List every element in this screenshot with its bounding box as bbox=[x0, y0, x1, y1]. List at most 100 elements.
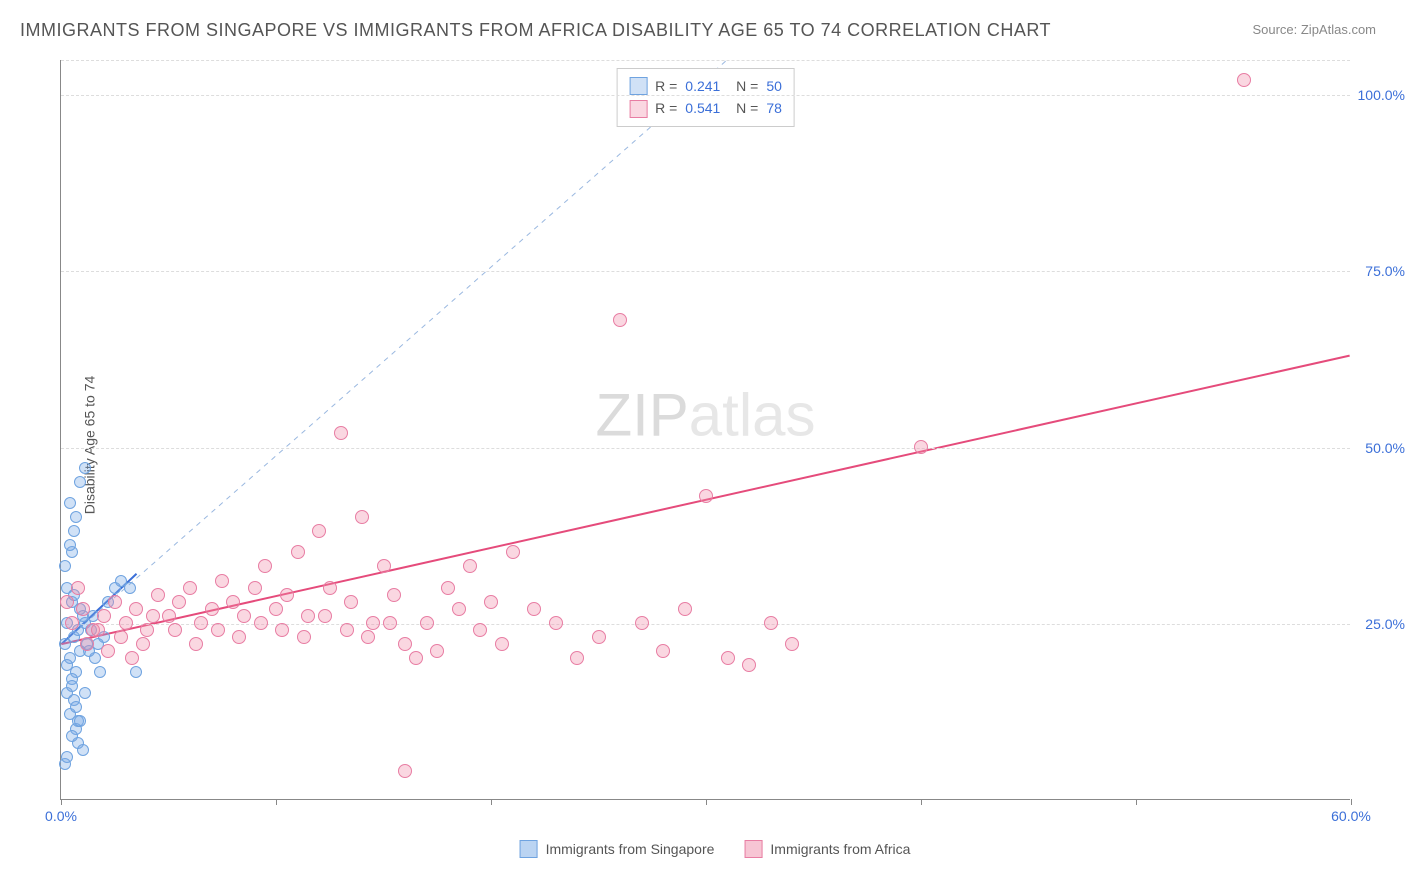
watermark-light: atlas bbox=[689, 381, 816, 448]
data-point bbox=[80, 637, 94, 651]
data-point bbox=[74, 715, 86, 727]
trend-lines-svg bbox=[61, 60, 1350, 799]
data-point bbox=[297, 630, 311, 644]
legend-r-value: 0.541 bbox=[685, 97, 720, 119]
data-point bbox=[74, 476, 86, 488]
chart-title: IMMIGRANTS FROM SINGAPORE VS IMMIGRANTS … bbox=[20, 20, 1051, 41]
x-tick-mark bbox=[276, 799, 277, 805]
data-point bbox=[61, 751, 73, 763]
data-point bbox=[764, 616, 778, 630]
data-point bbox=[168, 623, 182, 637]
data-point bbox=[409, 651, 423, 665]
data-point bbox=[340, 623, 354, 637]
data-point bbox=[151, 588, 165, 602]
data-point bbox=[124, 582, 136, 594]
data-point bbox=[280, 588, 294, 602]
data-point bbox=[398, 764, 412, 778]
data-point bbox=[189, 637, 203, 651]
data-point bbox=[441, 581, 455, 595]
data-point bbox=[254, 616, 268, 630]
series-legend-item: Immigrants from Africa bbox=[744, 840, 910, 858]
data-point bbox=[66, 680, 78, 692]
data-point bbox=[226, 595, 240, 609]
gridline-h bbox=[61, 95, 1350, 96]
data-point bbox=[473, 623, 487, 637]
data-point bbox=[366, 616, 380, 630]
data-point bbox=[211, 623, 225, 637]
x-tick-mark bbox=[706, 799, 707, 805]
data-point bbox=[162, 609, 176, 623]
x-tick-label: 0.0% bbox=[45, 808, 77, 824]
data-point bbox=[140, 623, 154, 637]
data-point bbox=[570, 651, 584, 665]
x-tick-mark bbox=[1136, 799, 1137, 805]
data-point bbox=[146, 609, 160, 623]
legend-n-label: N = bbox=[728, 97, 758, 119]
series-legend: Immigrants from SingaporeImmigrants from… bbox=[520, 840, 911, 858]
data-point bbox=[64, 539, 76, 551]
x-tick-mark bbox=[1351, 799, 1352, 805]
data-point bbox=[1237, 73, 1251, 87]
y-tick-label: 50.0% bbox=[1365, 440, 1405, 456]
data-point bbox=[355, 510, 369, 524]
data-point bbox=[387, 588, 401, 602]
data-point bbox=[484, 595, 498, 609]
data-point bbox=[721, 651, 735, 665]
data-point bbox=[463, 559, 477, 573]
data-point bbox=[377, 559, 391, 573]
data-point bbox=[215, 574, 229, 588]
data-point bbox=[613, 313, 627, 327]
x-tick-mark bbox=[921, 799, 922, 805]
data-point bbox=[678, 602, 692, 616]
data-point bbox=[77, 744, 89, 756]
data-point bbox=[232, 630, 246, 644]
data-point bbox=[549, 616, 563, 630]
data-point bbox=[130, 666, 142, 678]
legend-swatch bbox=[520, 840, 538, 858]
x-tick-label: 60.0% bbox=[1331, 808, 1371, 824]
legend-n-value: 78 bbox=[766, 97, 782, 119]
data-point bbox=[420, 616, 434, 630]
data-point bbox=[136, 637, 150, 651]
data-point bbox=[361, 630, 375, 644]
data-point bbox=[635, 616, 649, 630]
gridline-h bbox=[61, 271, 1350, 272]
data-point bbox=[79, 687, 91, 699]
data-point bbox=[275, 623, 289, 637]
source-label: Source: ZipAtlas.com bbox=[1252, 22, 1376, 37]
legend-swatch bbox=[629, 77, 647, 95]
legend-r-label: R = bbox=[655, 97, 677, 119]
series-legend-label: Immigrants from Africa bbox=[770, 841, 910, 857]
y-tick-label: 75.0% bbox=[1365, 263, 1405, 279]
data-point bbox=[79, 462, 91, 474]
data-point bbox=[656, 644, 670, 658]
data-point bbox=[101, 644, 115, 658]
data-point bbox=[312, 524, 326, 538]
data-point bbox=[699, 489, 713, 503]
legend-n-value: 50 bbox=[766, 75, 782, 97]
data-point bbox=[237, 609, 251, 623]
data-point bbox=[742, 658, 756, 672]
gridline-h bbox=[61, 448, 1350, 449]
legend-n-label: N = bbox=[728, 75, 758, 97]
legend-swatch bbox=[629, 100, 647, 118]
data-point bbox=[592, 630, 606, 644]
data-point bbox=[301, 609, 315, 623]
data-point bbox=[59, 560, 71, 572]
data-point bbox=[318, 609, 332, 623]
data-point bbox=[60, 595, 74, 609]
data-point bbox=[398, 637, 412, 651]
data-point bbox=[248, 581, 262, 595]
data-point bbox=[323, 581, 337, 595]
data-point bbox=[291, 545, 305, 559]
stats-legend: R = 0.241 N = 50R = 0.541 N = 78 bbox=[616, 68, 795, 127]
y-tick-label: 100.0% bbox=[1358, 87, 1405, 103]
legend-r-value: 0.241 bbox=[685, 75, 720, 97]
data-point bbox=[785, 637, 799, 651]
data-point bbox=[61, 659, 73, 671]
stats-legend-row: R = 0.241 N = 50 bbox=[629, 75, 782, 97]
chart-area: Disability Age 65 to 74 ZIPatlas R = 0.2… bbox=[50, 60, 1380, 830]
data-point bbox=[125, 651, 139, 665]
legend-swatch bbox=[744, 840, 762, 858]
data-point bbox=[383, 616, 397, 630]
